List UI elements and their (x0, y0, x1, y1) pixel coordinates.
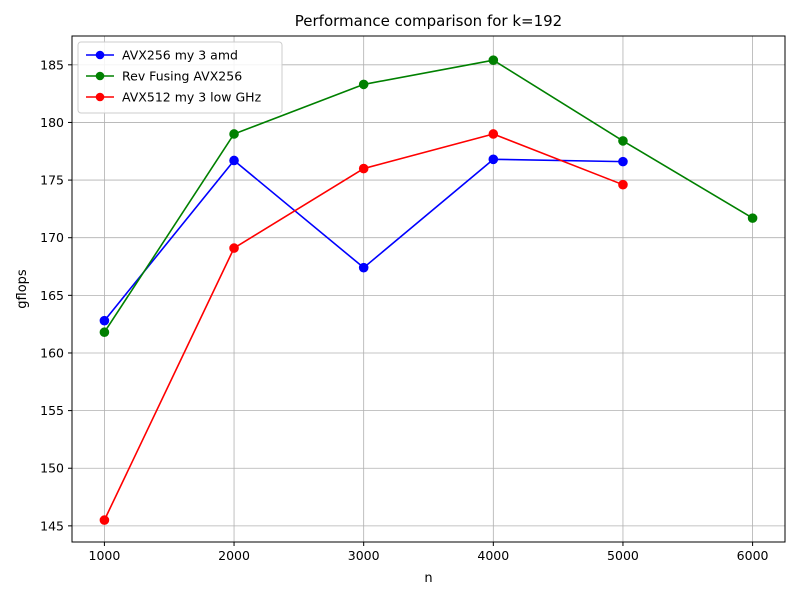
legend-item: Rev Fusing AVX256 (86, 69, 242, 84)
legend-marker (95, 71, 105, 81)
legend-label: AVX256 my 3 amd (122, 48, 238, 63)
series-line (103, 59, 754, 333)
y-axis-label: gflops (15, 269, 30, 309)
series-1 (99, 154, 628, 326)
y-tick-label: 160 (40, 345, 64, 360)
data-point (229, 129, 239, 139)
x-axis-label: n (424, 571, 432, 586)
data-point (229, 155, 239, 166)
legend-marker (95, 50, 105, 60)
y-tick-label: 150 (40, 461, 64, 476)
y-tick-label: 180 (40, 115, 64, 130)
data-point (358, 262, 369, 273)
data-point (488, 55, 499, 66)
plot-frame (71, 35, 786, 543)
y-tick-label: 175 (40, 173, 64, 188)
x-tick-label: 5000 (607, 548, 639, 563)
y-tick-label: 165 (40, 288, 64, 303)
x-tick-label: 4000 (477, 548, 509, 563)
legend-item: AVX256 my 3 amd (86, 48, 238, 63)
legend-box (77, 41, 283, 114)
series-2 (99, 55, 758, 338)
data-point (488, 129, 499, 139)
data-point (618, 179, 628, 190)
legend-label: AVX512 my 3 low GHz (122, 90, 262, 105)
series-3 (99, 129, 628, 525)
x-tick-label: 1000 (89, 548, 121, 563)
y-tick-label: 170 (40, 230, 64, 245)
legend-item: AVX512 my 3 low GHz (86, 90, 262, 105)
data-point (488, 154, 499, 165)
data-point (618, 136, 628, 146)
legend: AVX256 my 3 amd Rev Fusing AVX256 AVX512 m… (77, 41, 283, 114)
data-point (618, 156, 628, 167)
data-point (99, 327, 110, 338)
data-point (99, 515, 110, 525)
data-point (747, 213, 758, 223)
data-point (358, 163, 369, 174)
x-tick-label: 3000 (348, 548, 380, 563)
axis-ticks: 1000 2000 3000 4000 5000 6000 145 150 155 160 165 1… (40, 57, 768, 563)
y-tick-label: 145 (40, 518, 64, 533)
legend-label: Rev Fusing AVX256 (122, 69, 242, 84)
legend-marker (95, 92, 105, 102)
y-tick-label: 185 (40, 57, 64, 72)
grid-lines (72, 36, 785, 542)
data-point (99, 315, 110, 326)
x-tick-label: 2000 (218, 548, 250, 563)
plot-series (99, 55, 758, 525)
x-tick-label: 6000 (737, 548, 769, 563)
y-tick-label: 155 (40, 403, 64, 418)
data-point (358, 79, 369, 90)
data-point (229, 243, 239, 253)
chart-title: Performance comparison for k=192 (295, 12, 562, 30)
